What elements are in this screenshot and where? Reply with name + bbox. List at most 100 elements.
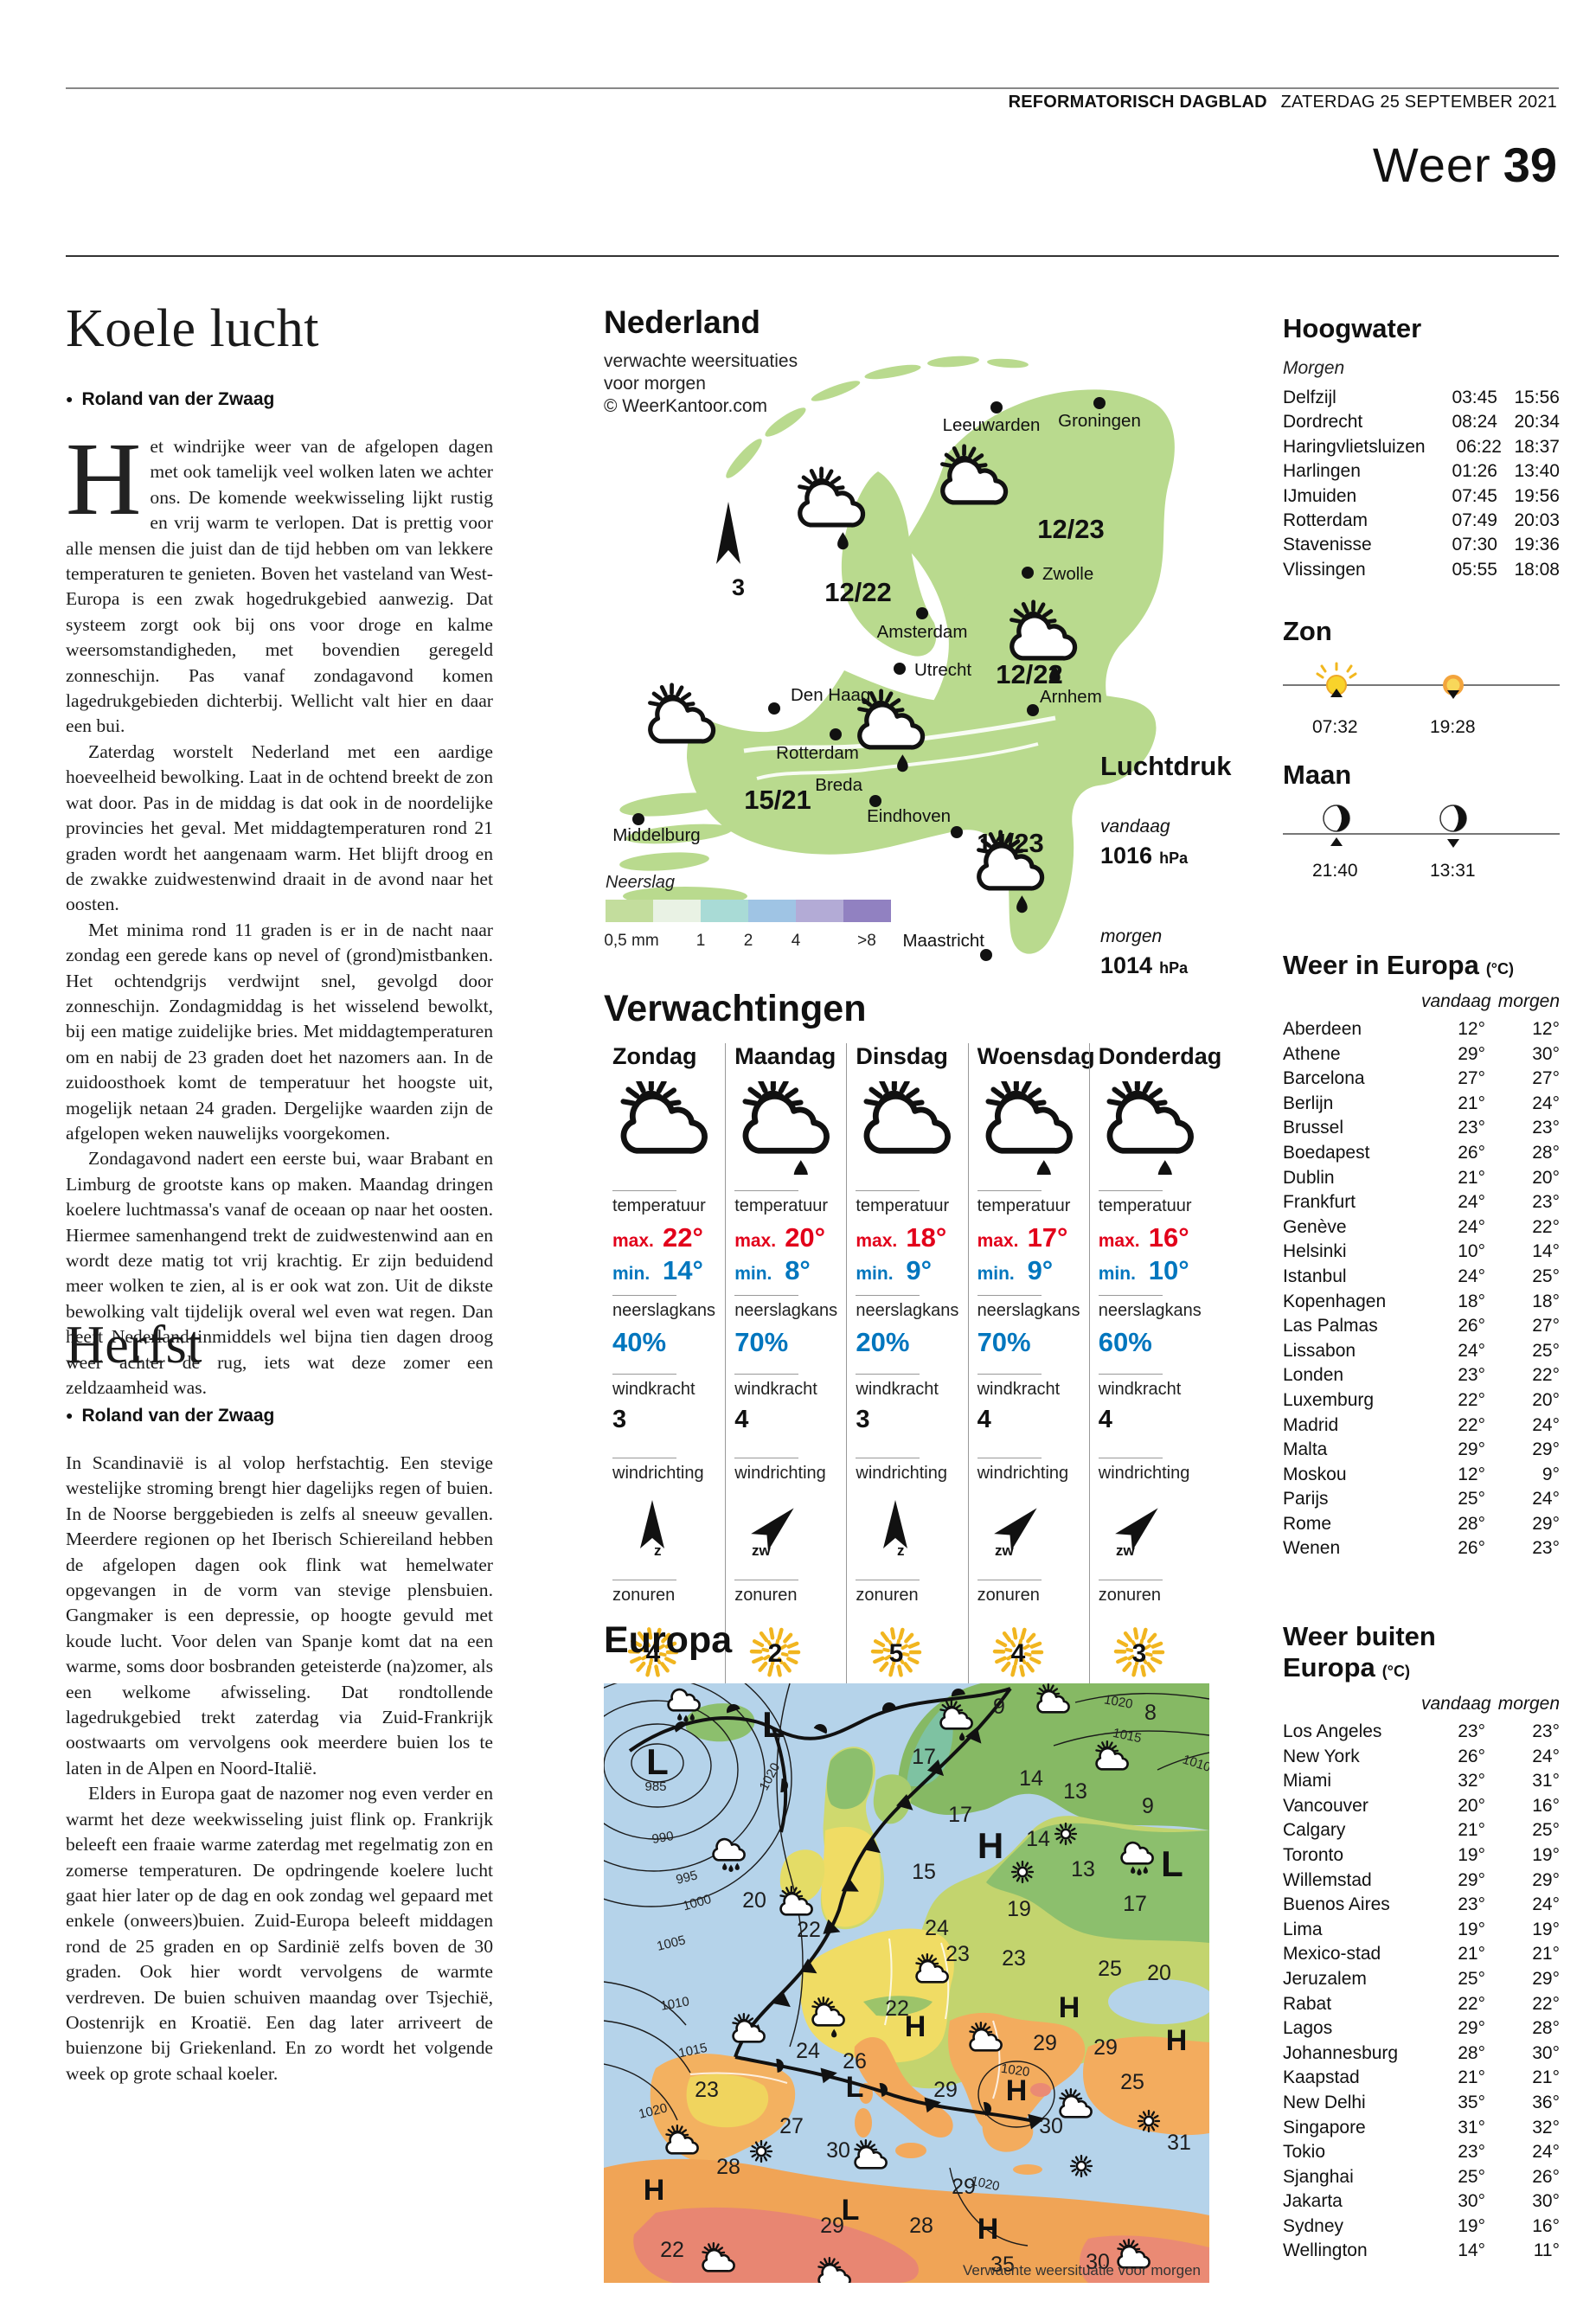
forecast-days: Zondag temperatuur max. 22° min. 14° neers… <box>604 1043 1221 1695</box>
city-name: Rabat <box>1283 1993 1332 2014</box>
temperature-row: Lissabon 24° 25° <box>1283 1339 1560 1364</box>
tide-row: Vlissingen 05:55 18:08 <box>1283 558 1560 582</box>
isobar-label: 1015 <box>677 2041 708 2061</box>
map-temperature: 12/23 <box>1037 514 1105 544</box>
windforce-label: windkracht <box>856 1380 939 1399</box>
world-temps-panel: Weer buiten Europa (°C) vandaag morgen Lo… <box>1283 1621 1560 2264</box>
temp-tomorrow: 25° <box>1532 1340 1560 1361</box>
temp-tomorrow: 29° <box>1532 1513 1560 1534</box>
temperature-row: Toronto 19° 19° <box>1283 1843 1560 1868</box>
temperature-row: Moskou 12° 9° <box>1283 1463 1560 1488</box>
temp-today: 24° <box>1458 1266 1485 1286</box>
sun-hours-value: 2 <box>768 1639 783 1668</box>
city-label: Middelburg <box>612 825 700 845</box>
tide-time-1: 05:55 <box>1452 559 1497 580</box>
temperature-row: Barcelona 27° 27° <box>1283 1067 1560 1092</box>
city-label: Breda <box>815 775 862 795</box>
sun-cloud-icon <box>854 2138 888 2170</box>
city-dot <box>894 663 906 675</box>
wind-direction: z <box>612 1490 720 1573</box>
temperature-row: Luxemburg 22° 20° <box>1283 1388 1560 1413</box>
city-dot <box>980 949 992 961</box>
temperature-row: Istanbul 24° 25° <box>1283 1265 1560 1290</box>
temp-tomorrow: 36° <box>1532 2092 1560 2112</box>
temp-today: 12° <box>1458 1464 1485 1484</box>
tide-time-2: 20:34 <box>1514 412 1560 433</box>
tide-time-1: 08:24 <box>1452 412 1497 433</box>
city-name: Athene <box>1283 1043 1341 1064</box>
forecast-weather-icon <box>1099 1075 1205 1183</box>
temp-today: 18° <box>1458 1291 1485 1311</box>
tide-time-2: 18:37 <box>1514 436 1560 457</box>
sun-cloud-rain-icon <box>857 689 926 772</box>
city-dot <box>916 607 928 619</box>
article-herfst: Herfst ● Roland van der Zwaag In Scandina… <box>66 1315 493 2086</box>
paragraph: Zaterdag worstelt Nederland met een aard… <box>66 740 493 915</box>
temp-today: 23° <box>1458 1721 1485 1741</box>
temperature-row: Frankfurt 24° 23° <box>1283 1190 1560 1215</box>
pressure-center-letter: H <box>1059 1991 1080 2024</box>
forecast-day-name: Zondag <box>612 1043 697 1069</box>
moonset-time: 13:31 <box>1430 861 1476 881</box>
sun-hours: 4 <box>612 1612 720 1695</box>
pressure-center-letter: H <box>977 2213 999 2246</box>
pressure-center-letter: L <box>646 1741 669 1782</box>
brand-name: REFORMATORISCH DAGBLAD <box>1008 93 1267 112</box>
wind-direction: z <box>856 1490 962 1573</box>
byline-bullet-icon: ● <box>66 1408 74 1422</box>
map-temperature: 25 <box>1098 1957 1122 1981</box>
temp-tomorrow: 24° <box>1532 1489 1560 1509</box>
temp-today: 21° <box>1458 1167 1485 1188</box>
map-temperature: 29 <box>933 2078 958 2102</box>
temperature-row: Miami 32° 31° <box>1283 1769 1560 1794</box>
wind-arrow-icon <box>1114 1508 1158 1551</box>
map-temperature: 13 <box>1063 1779 1087 1804</box>
city-label: Arnhem <box>1040 687 1102 707</box>
wind-arrow-icon <box>993 1508 1037 1551</box>
city-name: Johannesburg <box>1283 2042 1399 2063</box>
tide-location: Delfzijl <box>1283 388 1336 407</box>
tide-time-2: 19:36 <box>1514 535 1560 555</box>
temperature-row: Lima 19° 19° <box>1283 1918 1560 1943</box>
tide-row: Delfzijl 03:45 15:56 <box>1283 386 1560 410</box>
city-name: Tokio <box>1283 2142 1326 2163</box>
sun-icon <box>1137 2109 1161 2133</box>
precip-legend-tick: 0,5 mm <box>604 932 658 950</box>
map-temperature: 20 <box>1147 1961 1171 1985</box>
temperature-row: Dublin 21° 20° <box>1283 1166 1560 1191</box>
pressure-center-letter: H <box>977 1825 1003 1866</box>
city-label: Groningen <box>1058 411 1141 431</box>
sun-hours: 2 <box>734 1612 841 1695</box>
precip-legend-tick: 1 <box>696 932 706 950</box>
sun-cloud-rain-icon <box>1106 1075 1194 1183</box>
temperature-row: Lagos 29° 28° <box>1283 2016 1560 2041</box>
temp-tomorrow: 14° <box>1532 1241 1560 1262</box>
forecast-weather-icon <box>612 1075 720 1183</box>
sun-cloud-rain-icon <box>811 1996 845 2038</box>
temp-tomorrow: 29° <box>1532 1869 1560 1890</box>
wind-direction: zw <box>734 1490 841 1573</box>
temp-tomorrow: 12° <box>1532 1019 1560 1039</box>
temperature-row: New Delhi 35° 36° <box>1283 2091 1560 2116</box>
wind-direction: zw <box>977 1490 1084 1573</box>
precip-legend-tick: >8 <box>857 932 876 950</box>
tide-time-2: 19:56 <box>1514 485 1560 506</box>
city-dot <box>1027 704 1039 716</box>
sunrise-time: 07:32 <box>1312 717 1358 737</box>
map-temperature: 17 <box>948 1803 972 1827</box>
city-label: Leeuwarden <box>943 415 1041 435</box>
temp-today: 22° <box>1458 1993 1485 2014</box>
temp-tomorrow: 23° <box>1532 1192 1560 1213</box>
precip-chance: 40% <box>612 1327 667 1357</box>
city-name: Wenen <box>1283 1538 1341 1559</box>
temp-tomorrow: 25° <box>1532 1266 1560 1286</box>
city-name: Los Angeles <box>1283 1721 1382 1741</box>
sun-rise-set-graphic <box>1283 662 1560 699</box>
temp-today: 21° <box>1458 1093 1485 1113</box>
precip-legend-swatch <box>606 900 653 922</box>
map-temperature: 31 <box>1167 2131 1191 2155</box>
min-temp: min. 14° <box>612 1255 703 1285</box>
temperature-row: New York 26° 24° <box>1283 1745 1560 1770</box>
sun-cloud-icon <box>779 1885 813 1916</box>
